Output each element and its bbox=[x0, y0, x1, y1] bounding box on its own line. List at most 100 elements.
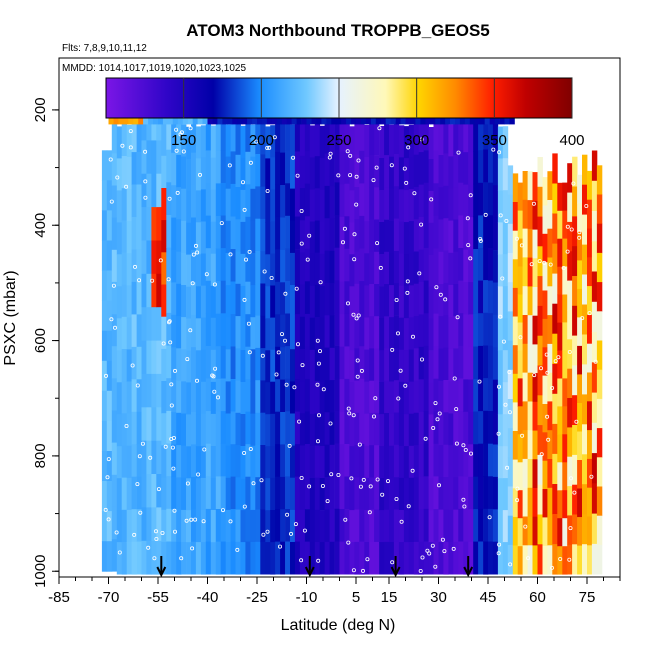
sample-dot bbox=[108, 157, 113, 162]
heatmap-cell bbox=[116, 382, 123, 415]
heatmap-cell bbox=[582, 154, 588, 186]
heatmap-cell bbox=[314, 252, 321, 286]
heatmap-cell bbox=[309, 253, 316, 287]
heatmap-cell bbox=[512, 516, 519, 546]
heatmap-cell bbox=[111, 153, 118, 186]
heatmap-cell bbox=[314, 381, 321, 414]
heatmap-cell bbox=[245, 411, 251, 445]
sample-dot bbox=[539, 366, 544, 371]
heatmap-cell bbox=[349, 478, 355, 511]
heatmap-cell bbox=[324, 509, 330, 543]
heatmap-cell bbox=[567, 251, 573, 281]
heatmap-cell bbox=[423, 508, 429, 542]
heatmap-cell bbox=[507, 223, 514, 254]
heatmap-cell bbox=[171, 282, 177, 316]
heatmap-cell bbox=[507, 369, 514, 400]
heatmap-cell bbox=[334, 508, 340, 542]
heatmap-cell bbox=[537, 544, 543, 575]
heatmap-cell bbox=[255, 251, 261, 284]
heatmap-cell bbox=[532, 516, 538, 546]
heatmap-cell bbox=[492, 347, 499, 381]
heatmap-cell bbox=[448, 188, 454, 221]
heatmap-cell bbox=[384, 348, 390, 382]
heatmap-cell bbox=[512, 545, 519, 575]
sample-dot bbox=[405, 290, 410, 295]
heatmap-cell bbox=[497, 478, 504, 511]
sample-dot bbox=[347, 411, 352, 416]
heatmap-cell bbox=[497, 510, 504, 543]
heatmap-cell bbox=[458, 248, 464, 281]
heatmap-cell bbox=[166, 215, 172, 248]
heatmap-cell bbox=[497, 414, 504, 447]
heatmap-cell bbox=[171, 314, 177, 348]
heatmap-cell bbox=[522, 257, 528, 287]
heatmap-cell bbox=[547, 401, 553, 431]
heatmap-cell bbox=[101, 330, 108, 362]
heatmap-cell bbox=[260, 509, 266, 543]
heatmap-cell bbox=[250, 317, 256, 350]
heatmap-cell bbox=[191, 120, 197, 154]
heatmap-cell bbox=[354, 509, 360, 543]
heatmap-cell bbox=[522, 516, 528, 546]
sample-dot bbox=[461, 443, 466, 448]
heatmap-cell bbox=[557, 350, 563, 379]
heatmap-cell bbox=[389, 477, 395, 511]
sample-dot bbox=[143, 179, 148, 184]
heatmap-cell bbox=[230, 249, 236, 282]
heatmap-cell bbox=[344, 378, 350, 412]
heatmap-cell bbox=[275, 216, 281, 250]
heatmap-cell bbox=[438, 219, 444, 253]
sample-dot bbox=[571, 181, 576, 186]
heatmap-cell bbox=[191, 185, 197, 218]
heatmap-cell bbox=[582, 184, 588, 216]
heatmap-cell bbox=[354, 122, 360, 156]
colorbar-tick-label: 400 bbox=[559, 132, 584, 149]
sample-dot bbox=[169, 382, 174, 387]
heatmap-cell bbox=[126, 317, 133, 350]
heatmap-cell bbox=[542, 177, 548, 206]
heatmap-cell bbox=[423, 215, 429, 249]
heatmap-cell bbox=[492, 282, 499, 316]
x-tick-label: -40 bbox=[197, 589, 219, 606]
sample-dot bbox=[293, 522, 298, 527]
heatmap-cell bbox=[235, 348, 241, 381]
heatmap-cell bbox=[468, 249, 474, 283]
heatmap-cell bbox=[591, 180, 598, 212]
heatmap-cell bbox=[463, 152, 469, 186]
heatmap-cell bbox=[483, 116, 489, 150]
heatmap-cell bbox=[195, 478, 202, 511]
sample-dot bbox=[371, 414, 376, 419]
heatmap-cell bbox=[240, 253, 246, 287]
heatmap-cell bbox=[324, 380, 330, 413]
sample-dot bbox=[553, 359, 558, 364]
sample-dot bbox=[196, 472, 201, 477]
sample-dot bbox=[360, 568, 365, 573]
heatmap-cell bbox=[250, 349, 256, 382]
heatmap-cell bbox=[468, 282, 474, 315]
heatmap-cell bbox=[294, 411, 301, 445]
sample-dot bbox=[247, 249, 252, 254]
heatmap-cell bbox=[106, 451, 113, 482]
heatmap-cell bbox=[389, 349, 395, 382]
heatmap-cell bbox=[191, 541, 197, 575]
heatmap-cell bbox=[473, 183, 479, 217]
heatmap-cell bbox=[379, 510, 385, 543]
heatmap-cell bbox=[463, 346, 469, 380]
sample-dot bbox=[406, 504, 411, 509]
heatmap-cell bbox=[349, 190, 355, 223]
heatmap-cell bbox=[507, 515, 514, 546]
heatmap-cell bbox=[106, 240, 113, 271]
sample-dot bbox=[468, 256, 473, 261]
heatmap-cell bbox=[448, 349, 454, 382]
heatmap-cell bbox=[265, 222, 271, 255]
sample-dot bbox=[262, 269, 267, 274]
heatmap-cell bbox=[186, 126, 192, 160]
heatmap-cell bbox=[191, 476, 197, 510]
heatmap-cell bbox=[245, 216, 251, 250]
heatmap-cell bbox=[161, 509, 167, 543]
sample-dot bbox=[374, 165, 379, 170]
heatmap-cell bbox=[408, 509, 415, 543]
heatmap-cell bbox=[517, 490, 523, 519]
heatmap-cell bbox=[245, 281, 251, 315]
heatmap-cell bbox=[591, 362, 598, 393]
